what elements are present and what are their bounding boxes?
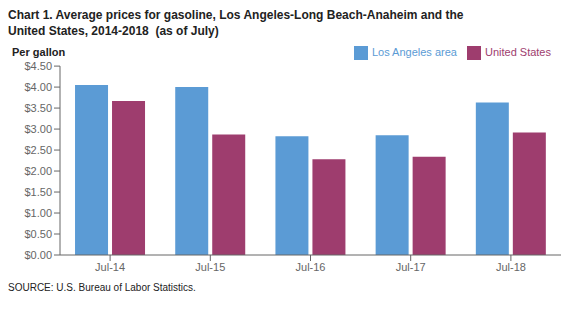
- html-text:Per gallon: Per gallon: [12, 46, 66, 58]
- svg-text:Jul-18: Jul-18: [496, 261, 526, 273]
- svg-text:Jul-16: Jul-16: [296, 261, 326, 273]
- svg-text:$0.00: $0.00: [24, 249, 52, 261]
- html-text:Chart 1. Average prices for ga: Chart 1. Average prices for gasoline, Lo…: [8, 8, 464, 22]
- svg-text:$4.50: $4.50: [24, 60, 52, 72]
- html-text:Los Angeles area: Los Angeles area: [371, 46, 457, 58]
- svg-text:$3.50: $3.50: [24, 102, 52, 114]
- svg-text:$4.00: $4.00: [24, 81, 52, 93]
- svg-text:$2.00: $2.00: [24, 165, 52, 177]
- svg-text:$2.50: $2.50: [24, 144, 52, 156]
- html-text:United States: United States: [485, 46, 551, 58]
- svg-text:$0.50: $0.50: [24, 228, 52, 240]
- svg-text:Jul-17: Jul-17: [396, 261, 426, 273]
- svg-text:$1.00: $1.00: [24, 207, 52, 219]
- svg-text:$3.00: $3.00: [24, 123, 52, 135]
- svg-text:$1.50: $1.50: [24, 186, 52, 198]
- html-text:SOURCE: U.S. Bureau of Labor S: SOURCE: U.S. Bureau of Labor Statistics.: [8, 282, 196, 293]
- html-text:United States, 2014-2018 (as o: United States, 2014-2018 (as of July): [8, 23, 219, 38]
- svg-text:Jul-15: Jul-15: [195, 261, 225, 273]
- svg-text:Jul-14: Jul-14: [95, 261, 125, 273]
